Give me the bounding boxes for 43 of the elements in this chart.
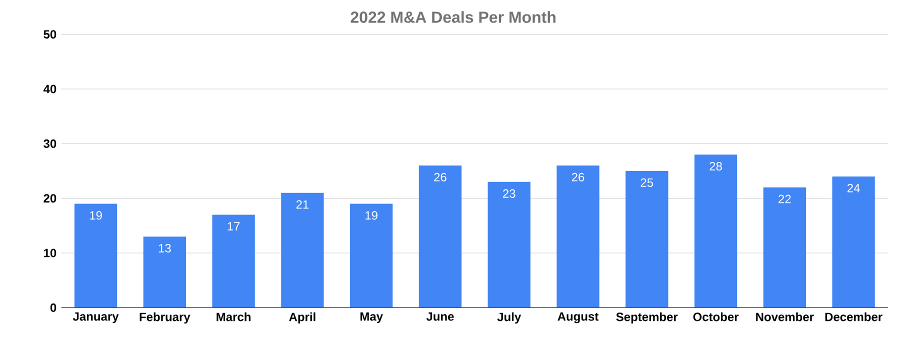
data-label: 17 <box>228 222 240 230</box>
bar <box>212 214 255 308</box>
x-tick-label: September <box>616 312 678 324</box>
data-label: 26 <box>434 172 446 182</box>
data-label: 25 <box>640 178 654 187</box>
data-label: 19 <box>366 211 378 220</box>
x-tick-label: May <box>360 312 383 324</box>
bar <box>281 192 324 308</box>
data-label: 13 <box>158 244 171 252</box>
data-label: 22 <box>778 194 791 204</box>
x-tick-label: February <box>140 312 190 324</box>
x-tick-label: August <box>558 312 599 324</box>
x-tick-label: April <box>289 312 316 324</box>
bar <box>350 204 393 308</box>
data-label: 21 <box>296 200 309 209</box>
bar <box>832 176 875 308</box>
data-label: 23 <box>503 189 516 198</box>
bar <box>143 236 186 308</box>
bar <box>763 187 806 308</box>
x-tick-label: January <box>72 312 119 324</box>
bar <box>418 166 462 308</box>
x-tick-label: October <box>693 312 739 322</box>
bar <box>694 154 738 308</box>
y-tick-label: 40 <box>43 84 56 94</box>
data-label: 28 <box>710 162 722 170</box>
bar <box>74 204 118 308</box>
x-tick-label: March <box>216 312 250 322</box>
data-label: 24 <box>847 184 860 192</box>
data-label: 26 <box>572 172 584 182</box>
bar <box>488 182 530 308</box>
y-tick-label: 0 <box>50 303 56 312</box>
chart-title: 2022 M&A Deals Per Month <box>350 11 556 23</box>
x-tick-label: December <box>825 312 882 322</box>
x-tick-label: June <box>426 312 454 321</box>
bar <box>556 166 600 308</box>
x-tick-label: November <box>756 312 814 322</box>
y-tick-label: 10 <box>44 248 56 258</box>
data-label: 19 <box>90 211 102 220</box>
x-tick-label: July <box>497 312 522 324</box>
y-tick-label: 30 <box>44 139 56 148</box>
bar <box>626 171 668 308</box>
y-tick-label: 20 <box>44 194 56 203</box>
y-tick-label: 50 <box>44 30 56 39</box>
